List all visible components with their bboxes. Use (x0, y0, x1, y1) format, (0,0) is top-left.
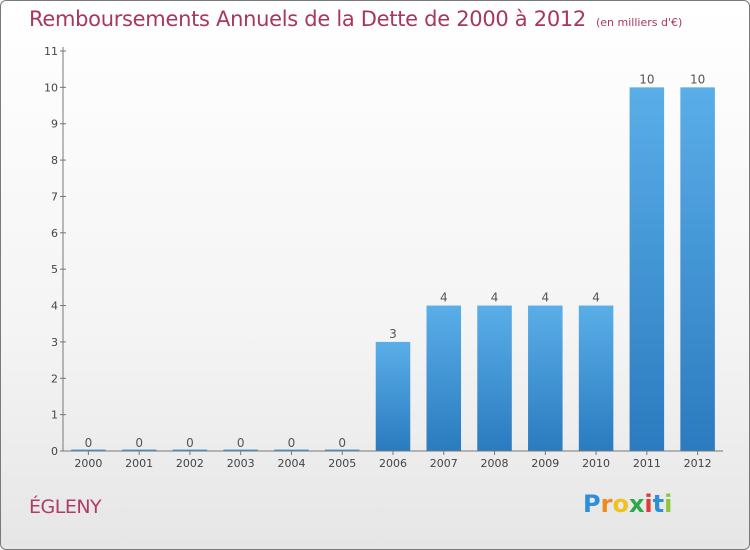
y-tick-label-4: 4 (51, 300, 58, 313)
y-tick-label-8: 8 (51, 154, 58, 167)
value-label-2004: 0 (288, 436, 296, 450)
title-line: Remboursements Annuels de la Dette de 20… (29, 7, 682, 31)
chart-unit-note: (en milliers d'€) (596, 16, 683, 29)
value-label-2000: 0 (85, 436, 93, 450)
value-labels-group: 0 0 0 0 0 0 3 4 4 4 4 10 10 (85, 72, 706, 450)
y-tick-label-7: 7 (51, 190, 58, 203)
value-label-2012: 10 (690, 72, 705, 86)
bar-2008 (477, 305, 512, 451)
x-tick-label-2001: 2001 (125, 457, 153, 470)
bar-2002 (172, 449, 208, 451)
value-label-2011: 10 (639, 72, 654, 86)
x-tick-label-2000: 2000 (74, 457, 102, 470)
x-tick-label-2007: 2007 (430, 457, 458, 470)
bar-2003 (223, 449, 258, 451)
y-tick-label-5: 5 (51, 263, 58, 276)
bar-2006 (375, 341, 411, 451)
value-label-2010: 4 (592, 291, 600, 305)
bar-2009 (528, 305, 563, 451)
y-tick-label-0: 0 (51, 445, 58, 458)
logo-letter: r (600, 490, 613, 518)
bar-2000 (71, 449, 106, 451)
x-tick-label-2002: 2002 (176, 457, 204, 470)
y-tick-label-3: 3 (51, 336, 58, 349)
commune-name: ÉGLENY (29, 496, 102, 518)
logo-letter: i (664, 490, 673, 518)
bar-2012 (680, 87, 715, 451)
value-label-2002: 0 (186, 436, 194, 450)
value-label-2007: 4 (440, 291, 448, 305)
bar-2011 (629, 87, 665, 451)
y-tick-label-11: 11 (44, 45, 58, 58)
logo-letter: P (583, 490, 601, 518)
axes-group: 2000 2001 2002 2003 2004 2005 2006 2007 2008 2009… (44, 45, 723, 470)
logo-letter: t (652, 490, 665, 518)
bars-group (71, 87, 715, 451)
value-label-2001: 0 (135, 436, 143, 450)
x-tick-label-2008: 2008 (481, 457, 509, 470)
x-tick-label-2004: 2004 (277, 457, 305, 470)
value-label-2005: 0 (338, 436, 346, 450)
y-tick-label-10: 10 (44, 81, 58, 94)
value-label-2006: 3 (389, 327, 397, 341)
value-label-2009: 4 (541, 291, 549, 305)
x-tick-label-2010: 2010 (582, 457, 610, 470)
logo-letter: i (644, 490, 653, 518)
bar-2005 (324, 449, 360, 451)
x-tick-label-2009: 2009 (531, 457, 559, 470)
bar-2004 (274, 449, 309, 451)
x-tick-label-2012: 2012 (684, 457, 712, 470)
x-tick-label-2003: 2003 (227, 457, 255, 470)
bar-2010 (578, 305, 614, 451)
y-tick-label-6: 6 (51, 227, 58, 240)
logo-letter: o (612, 490, 629, 518)
y-tick-label-1: 1 (51, 409, 58, 422)
proxiti-logo: Proxiti (583, 490, 672, 518)
chart-title: Remboursements Annuels de la Dette de 20… (29, 7, 586, 31)
x-tick-label-2006: 2006 (379, 457, 407, 470)
value-label-2003: 0 (237, 436, 245, 450)
x-tick-label-2011: 2011 (633, 457, 661, 470)
value-label-2008: 4 (491, 291, 499, 305)
y-tick-label-2: 2 (51, 372, 58, 385)
bar-2007 (426, 305, 462, 451)
bar-2001 (121, 449, 157, 451)
y-tick-label-9: 9 (51, 118, 58, 131)
logo-letter: x (628, 490, 645, 518)
x-tick-label-2005: 2005 (328, 457, 356, 470)
